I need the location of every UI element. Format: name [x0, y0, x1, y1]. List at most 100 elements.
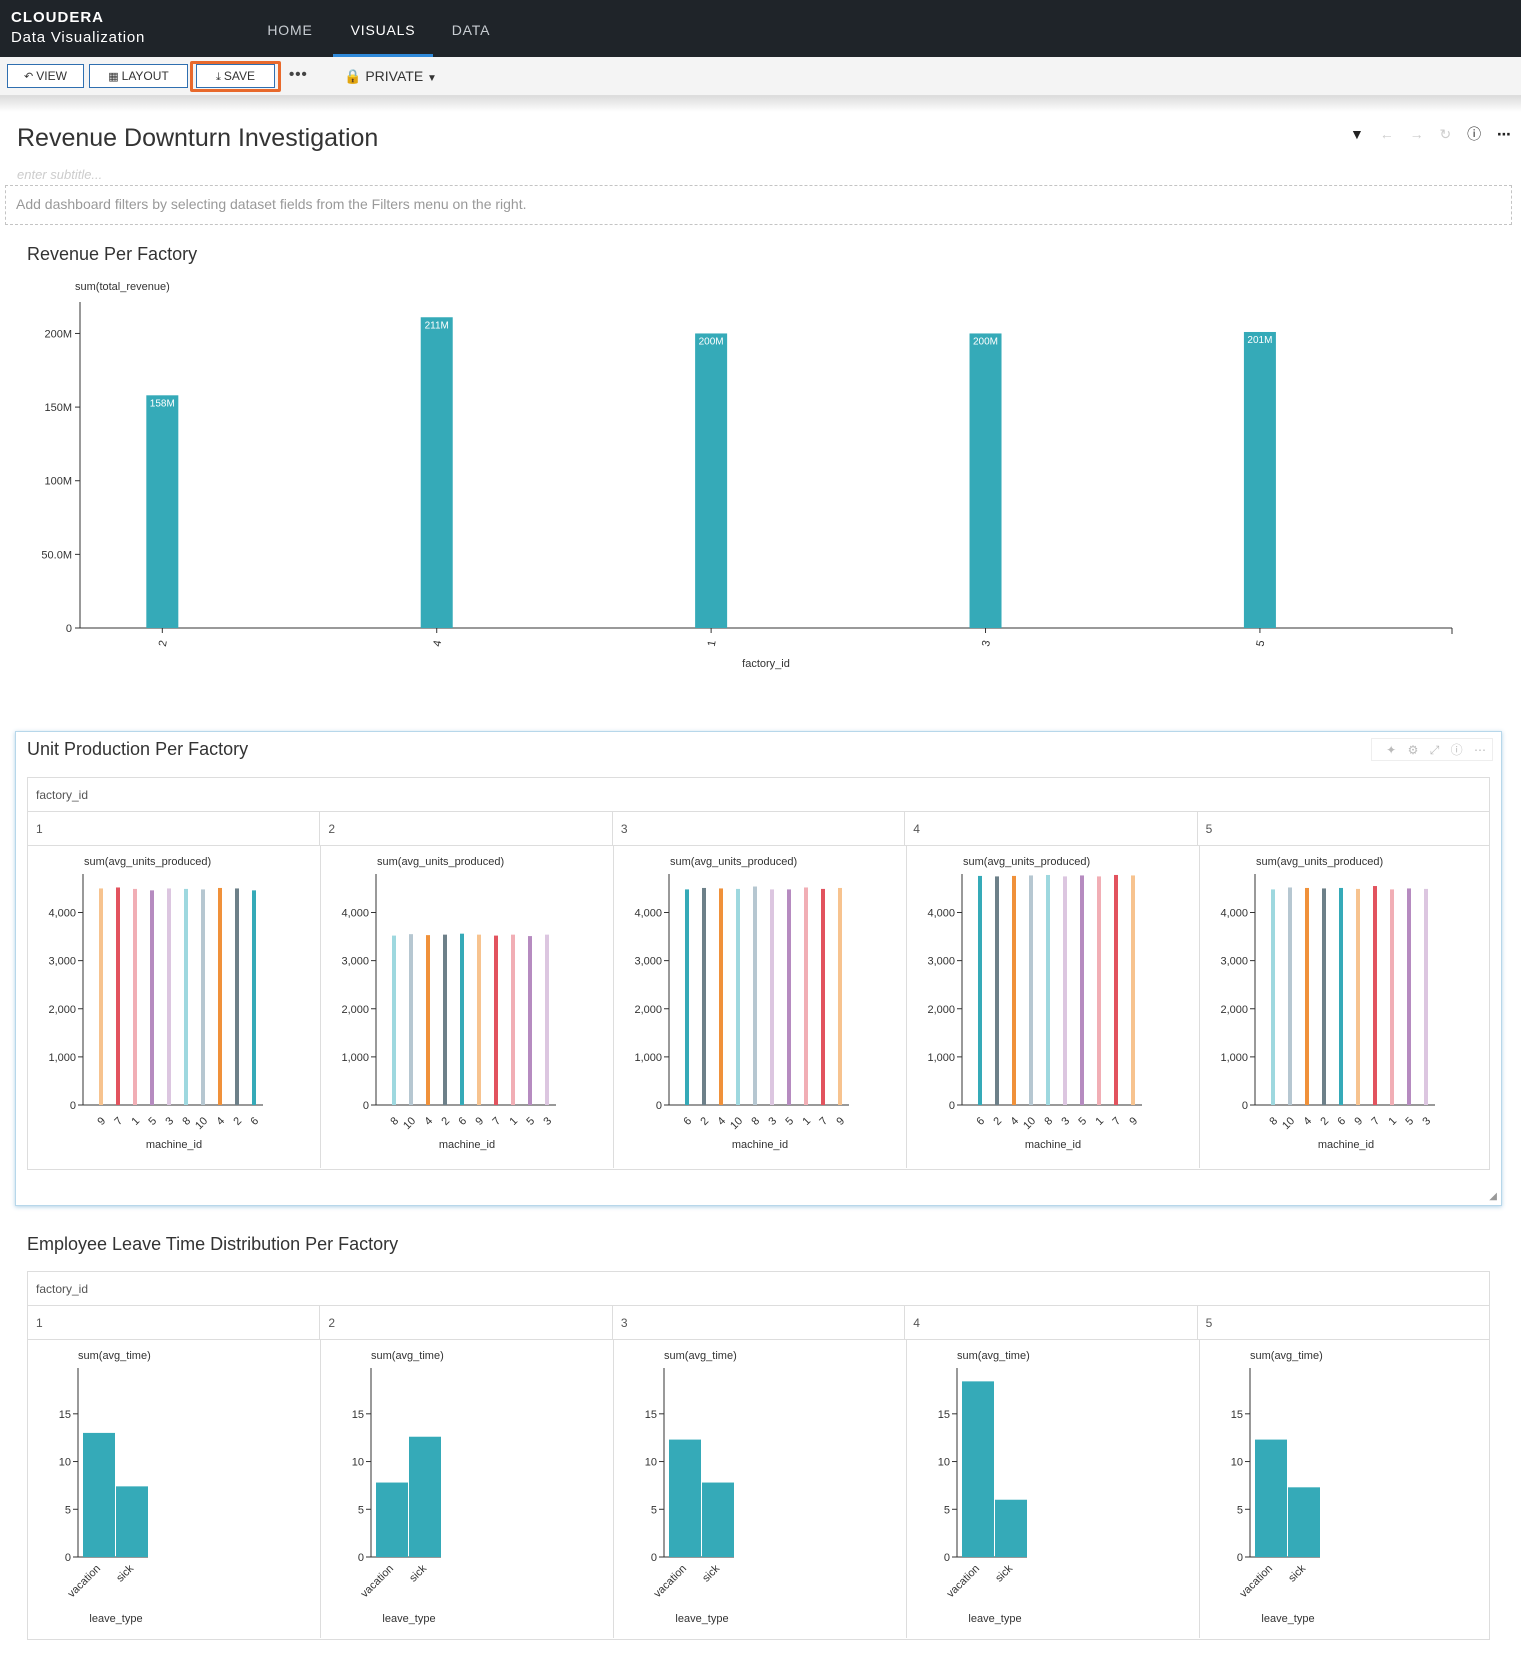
nav-tab-data[interactable]: DATA	[451, 22, 491, 38]
y-tick-label: 200M	[44, 328, 72, 340]
x-tick-label: 7	[1110, 1115, 1123, 1128]
machine-bar	[1029, 875, 1033, 1105]
x-tick-label: 1	[1093, 1115, 1106, 1128]
x-axis-label: factory_id	[742, 658, 790, 670]
settings-gear-icon[interactable]: ⚙	[1407, 743, 1419, 757]
x-tick-label: 10	[1021, 1115, 1038, 1132]
y-tick-label: 10	[352, 1457, 364, 1469]
resize-handle-icon[interactable]: ◢	[1489, 1191, 1497, 1202]
units-chart-title[interactable]: Unit Production Per Factory	[27, 739, 249, 759]
y-tick-label: 1,000	[341, 1052, 369, 1064]
x-tick-label: 2	[991, 1115, 1004, 1128]
machine-bar	[821, 888, 825, 1105]
y-tick-label: 0	[358, 1552, 364, 1564]
machine-bar	[184, 888, 188, 1105]
visibility-label: PRIVATE	[365, 68, 424, 84]
units-chart-svg: sum(avg_units_produced) 0 1,000 2,000 3,000 4…	[1220, 856, 1435, 1151]
machine-bar	[1305, 887, 1309, 1105]
brand-logo[interactable]: CLOUDERA Data Visualization	[11, 9, 145, 46]
y-axis-label: sum(avg_units_produced)	[377, 856, 504, 868]
machine-bar	[1288, 887, 1292, 1105]
redo-icon[interactable]: →	[1409, 126, 1424, 142]
leave-panel-3: sum(avg_time) 0 5 10 15 vacation sick leave_typ…	[614, 1340, 907, 1638]
dashboard-filter-area[interactable]: Add dashboard filters by selecting datas…	[5, 185, 1512, 225]
machine-bar	[528, 936, 532, 1105]
suggest-icon[interactable]: ✦	[1386, 743, 1397, 757]
subtitle-input[interactable]: enter subtitle...	[17, 167, 103, 182]
units-panel-2: sum(avg_units_produced) 0 1,000 2,000 3,000 4…	[321, 846, 614, 1168]
x-tick-label: 7	[112, 1115, 125, 1128]
undo-icon[interactable]: ←	[1379, 126, 1394, 142]
revenue-chart-title[interactable]: Revenue Per Factory	[27, 244, 198, 264]
x-tick-label: 6	[681, 1115, 694, 1128]
leave-panel-header: 3	[613, 1306, 906, 1339]
x-tick-label: 2	[698, 1115, 711, 1128]
y-axis-label: sum(avg_units_produced)	[84, 856, 211, 868]
x-axis-label: machine_id	[1318, 1139, 1374, 1151]
units-chart-svg: sum(avg_units_produced) 0 1,000 2,000 3,000 4…	[927, 856, 1142, 1151]
leave-panel-5: sum(avg_time) 0 5 10 15 vacation sick leave_typ…	[1200, 1340, 1492, 1638]
machine-bar	[838, 887, 842, 1105]
info-icon[interactable]: ⓘ	[1467, 126, 1482, 142]
y-tick-label: 3,000	[927, 956, 955, 968]
y-axis-label: sum(avg_time)	[1250, 1350, 1323, 1362]
y-axis-label: sum(avg_time)	[957, 1350, 1030, 1362]
nav-tab-home[interactable]: HOME	[267, 22, 313, 38]
y-tick-label: 4,000	[1220, 908, 1248, 920]
machine-bar	[804, 887, 808, 1105]
y-axis-label: sum(avg_units_produced)	[670, 856, 797, 868]
x-tick-label: 6	[974, 1115, 987, 1128]
x-axis-label: leave_type	[1261, 1613, 1314, 1625]
leave-panel-header: 5	[1205, 1316, 1213, 1330]
visual-more-icon[interactable]: ⋯	[1474, 743, 1486, 757]
refresh-icon[interactable]: ↻	[1439, 126, 1452, 142]
dashboard-title[interactable]: Revenue Downturn Investigation	[17, 124, 379, 152]
machine-bar	[702, 887, 706, 1105]
leave-chart-title[interactable]: Employee Leave Time Distribution Per Fac…	[27, 1234, 399, 1254]
y-tick-label: 5	[1237, 1504, 1243, 1516]
machine-bar	[426, 935, 430, 1105]
leave-panel-header: 2	[320, 1306, 613, 1339]
machine-bar	[545, 934, 549, 1105]
revenue-data-label: 201M	[1247, 335, 1272, 346]
y-tick-label: 10	[938, 1457, 950, 1469]
visual-info-icon[interactable]: ⓘ	[1450, 743, 1463, 757]
x-axis-label: machine_id	[146, 1139, 202, 1151]
machine-bar	[1407, 888, 1411, 1105]
x-tick-label: vacation	[359, 1563, 396, 1600]
y-tick-label: 5	[944, 1504, 950, 1516]
leave-bar	[669, 1439, 701, 1557]
view-button[interactable]: ↶ VIEW	[7, 64, 84, 88]
x-tick-label: vacation	[652, 1563, 689, 1600]
machine-bar	[1114, 874, 1118, 1105]
save-button[interactable]: ⤓ SAVE	[196, 64, 275, 88]
x-tick-label: 1	[507, 1115, 520, 1128]
x-tick-label: 3	[541, 1115, 554, 1128]
leave-chart-svg: sum(avg_time) 0 5 10 15 vacation sick leave_typ…	[645, 1350, 737, 1625]
filter-icon[interactable]: ▼	[1349, 126, 1364, 142]
x-tick-label: 6	[1335, 1115, 1348, 1128]
x-axis-label: leave_type	[382, 1613, 435, 1625]
more-icon[interactable]: ⋯	[1497, 126, 1511, 142]
units-trellis-field: factory_id	[28, 778, 1489, 812]
unit-production-visual[interactable]: ✦ ⚙ ⤢ ⓘ ⋯ ◢	[15, 731, 1502, 1206]
layout-button[interactable]: ▦ LAYOUT	[89, 64, 188, 88]
y-tick-label: 0	[1242, 1100, 1248, 1112]
x-axis-label: machine_id	[439, 1139, 495, 1151]
x-tick-label: 7	[1369, 1115, 1382, 1128]
machine-bar	[201, 889, 205, 1105]
y-axis-label: sum(avg_units_produced)	[1256, 856, 1383, 868]
more-options-icon[interactable]: •••	[289, 66, 308, 83]
nav-tab-visuals[interactable]: VISUALS	[333, 0, 433, 57]
x-tick-label: 10	[193, 1115, 210, 1132]
expand-icon[interactable]: ⤢	[1429, 743, 1440, 757]
x-tick-label: 10	[401, 1115, 418, 1132]
y-tick-label: 3,000	[1220, 956, 1248, 968]
y-tick-label: 15	[1231, 1409, 1243, 1421]
x-tick-label: sick	[993, 1562, 1015, 1584]
y-tick-label: 15	[59, 1409, 71, 1421]
x-tick-label: 3	[1059, 1115, 1072, 1128]
units-panel-3: sum(avg_units_produced) 0 1,000 2,000 3,000 4…	[614, 846, 907, 1168]
visibility-dropdown[interactable]: 🔒 PRIVATE ▼	[344, 68, 437, 85]
y-tick-label: 100M	[44, 476, 72, 488]
